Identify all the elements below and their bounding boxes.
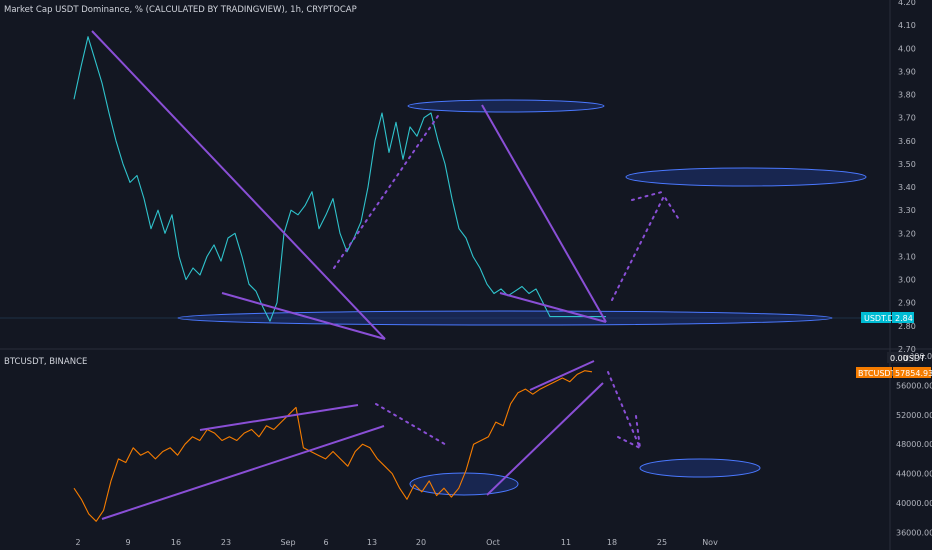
usdt-y-tick: 2.70	[898, 345, 916, 354]
trendline-usdt-down-2[interactable]	[481, 104, 607, 323]
usdt-chart-title: Market Cap USDT Dominance, % (CALCULATED…	[4, 5, 357, 15]
btc-y-tick: 40000.00	[896, 499, 932, 508]
usdt-y-tick: 3.40	[898, 183, 916, 192]
usdt-y-tick: 2.80	[898, 322, 916, 331]
usdt-y-tick: 4.00	[898, 44, 916, 53]
usdt-y-tick: 3.90	[898, 67, 916, 76]
x-tick: 9	[125, 538, 130, 547]
x-tick: 20	[416, 538, 426, 547]
projection-btc-drop-1[interactable]	[375, 403, 449, 447]
btc-y-tick: 44000.00	[896, 470, 932, 479]
trendline-usdt-support-1[interactable]	[221, 292, 386, 340]
x-tick: Sep	[280, 538, 295, 547]
x-tick: 23	[221, 538, 231, 547]
target-zone-usdt[interactable]	[625, 167, 867, 187]
usdt-y-tick: 4.10	[898, 21, 916, 30]
trendline-usdt-support-2[interactable]	[499, 292, 607, 323]
btc-y-tick: 36000.00	[896, 528, 932, 537]
trendline-btc-upper-2[interactable]	[529, 360, 595, 391]
target-zone-btc[interactable]	[639, 458, 761, 478]
usdt-top-tag: 0.00 USDT	[887, 352, 925, 363]
usdt-y-tick: 3.50	[898, 160, 916, 169]
btc-y-tick: 48000.00	[896, 440, 932, 449]
usdt-price-tag-label: USDT.D	[864, 314, 894, 323]
x-tick: 18	[607, 538, 617, 547]
usdt-price-tag-value: 2.84	[895, 314, 913, 323]
x-tick: 16	[171, 538, 181, 547]
trendline-btc-upper-1[interactable]	[199, 404, 359, 431]
drawings-back[interactable]	[177, 99, 867, 496]
dotted-projections[interactable]	[333, 112, 679, 451]
usdt-y-tick: 3.30	[898, 206, 916, 215]
resistance-zone-top[interactable]	[407, 99, 605, 113]
usdt-price-tag-label-bg	[861, 312, 891, 323]
projection-usdt-rise-1[interactable]	[333, 112, 441, 269]
x-tick: 25	[657, 538, 667, 547]
btc-price-tag-value-bg	[893, 367, 931, 378]
projection-usdt-arrowhead[interactable]	[631, 191, 663, 201]
x-tick: 13	[367, 538, 377, 547]
x-tick: 11	[561, 538, 571, 547]
btc-chart-title: BTCUSDT, BINANCE	[4, 357, 87, 367]
x-tick: 6	[323, 538, 328, 547]
usdt-y-tick: 3.60	[898, 137, 916, 146]
usdt-y-tick: 2.90	[898, 299, 916, 308]
usdt-y-tick: 4.20	[898, 0, 916, 7]
trendline-btc-up-2[interactable]	[486, 382, 604, 496]
btc-price-tag-label: BTCUSDT	[858, 369, 896, 378]
btc-top-tick: 60000.00	[899, 352, 932, 361]
usdt-top-tag-value: 0.00	[890, 354, 908, 363]
x-tick: Oct	[486, 538, 500, 547]
time-axis[interactable]: 2 9 16 23 Sep 6 13 20 Oct 11 18 25 Nov	[75, 538, 718, 547]
usdt-top-tag-value-bg	[887, 352, 911, 363]
btcusdt-price-line[interactable]	[73, 370, 593, 522]
usdt-dominance-line[interactable]	[73, 36, 606, 322]
support-zone-usdt[interactable]	[177, 310, 833, 326]
usdt-y-tick: 3.80	[898, 91, 916, 100]
usdt-y-tick: 3.00	[898, 276, 916, 285]
x-tick: 2	[75, 538, 80, 547]
btc-price-tag-label-bg	[856, 367, 892, 378]
btc-price-tag-value: 57854.93	[895, 369, 932, 378]
usdt-y-tick: 3.10	[898, 253, 916, 262]
trendlines[interactable]	[91, 30, 607, 520]
usdt-price-scale[interactable]: 4.20 4.10 4.00 3.90 3.80 3.70 3.60 3.50 3.40 3.30…	[898, 0, 916, 354]
btc-y-tick: 52000.00	[896, 411, 932, 420]
support-zone-btc[interactable]	[409, 472, 519, 496]
x-tick: Nov	[702, 538, 718, 547]
projection-usdt-rise-2[interactable]	[611, 193, 679, 301]
trendline-btc-up-1[interactable]	[101, 425, 385, 520]
btc-price-tag: BTCUSDT 57854.93	[856, 367, 932, 378]
trendline-usdt-down-1[interactable]	[91, 30, 386, 340]
btc-y-tick: 56000.00	[896, 381, 932, 390]
projection-btc-drop-2[interactable]	[607, 371, 642, 451]
usdt-price-tag: USDT.D 2.84	[861, 312, 914, 323]
usdt-y-tick: 3.20	[898, 229, 916, 238]
usdt-y-tick: 3.70	[898, 114, 916, 123]
usdt-price-tag-value-bg	[892, 312, 914, 323]
usdt-top-tag-label: USDT	[903, 354, 925, 363]
btc-price-scale[interactable]: 56000.00 52000.00 48000.00 44000.00 40000.00…	[896, 381, 932, 537]
projection-btc-arrowhead[interactable]	[635, 415, 641, 449]
